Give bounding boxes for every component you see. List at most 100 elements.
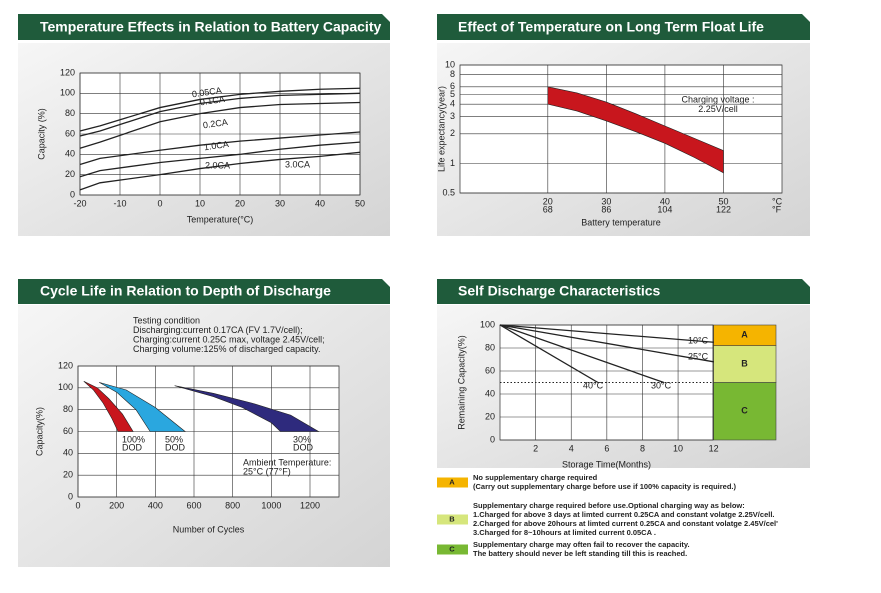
y-tick-label: 20 [63, 470, 73, 480]
x-tick-label: 30 [275, 198, 285, 208]
band [83, 381, 134, 432]
x-tick-label: 10 [195, 198, 205, 208]
note-swatch [437, 514, 468, 525]
series-label: 3.0CA [285, 159, 310, 169]
y-tick-label: 0 [490, 434, 495, 444]
x-tick-label: 50 [718, 196, 728, 206]
y-tick-label: 20 [65, 169, 75, 179]
x-tick-label: 20 [235, 198, 245, 208]
annotation: Charging:current 0.25C max, voltage 2.45… [133, 334, 325, 344]
line [499, 324, 599, 384]
y-tick-label: 2 [450, 128, 455, 138]
series-label: 0.05CA [191, 85, 222, 99]
series-label: 30% [293, 434, 311, 444]
series-label: 0.2CA [202, 117, 228, 130]
series-label: 100% [122, 434, 145, 444]
note-label: C [449, 544, 455, 553]
series-label: DOD [122, 442, 143, 452]
line [499, 324, 714, 363]
y-tick-label: 60 [65, 128, 75, 138]
x-tick-label: 50 [355, 198, 365, 208]
y-tick-label: 80 [65, 108, 75, 118]
annotation: 25°C (77°F) [243, 466, 291, 476]
note-label: B [449, 514, 455, 523]
y-tick-label: 10 [445, 59, 455, 69]
annotation: Charging voltage : [681, 94, 754, 104]
note-text: 3.Charged for 8~10hours at limited curre… [473, 528, 656, 537]
y-tick-label: 100 [60, 88, 75, 98]
line [79, 141, 361, 178]
y-tick-label: 6 [450, 81, 455, 91]
x2-tick-label: 86 [601, 204, 611, 214]
x-tick-label: 6 [604, 443, 609, 453]
series-label: 0.1CA [199, 94, 225, 107]
x-tick-label: 200 [109, 500, 124, 510]
note-text: 1.Charged for above 3 days at limted cur… [473, 510, 775, 519]
y-tick-label: 80 [63, 404, 73, 414]
x2-tick-label: 104 [657, 204, 672, 214]
note-text: No supplementary charge required [473, 473, 598, 482]
y-tick-label: 0.5 [442, 187, 455, 197]
annotation: Discharging:current 0.17CA (FV 1.7V/cell… [133, 325, 303, 335]
y-tick-label: 40 [65, 149, 75, 159]
x-axis-label: Number of Cycles [173, 524, 245, 534]
zone [712, 382, 777, 441]
note-text: (Carry out supplementary charge before u… [473, 482, 737, 491]
series-label: 10°C [688, 335, 709, 345]
x-tick-label: 1200 [300, 500, 320, 510]
x-axis-label: Temperature(°C) [187, 214, 254, 224]
x-tick-label: 0 [157, 198, 162, 208]
y-axis-label: Remaining Capacity(%) [456, 335, 466, 430]
plot-area [459, 64, 783, 194]
note-swatch [437, 544, 468, 555]
x-tick-label: 8 [640, 443, 645, 453]
line [499, 324, 665, 384]
x-tick-label: 20 [543, 196, 553, 206]
x2-tick-label: 68 [543, 204, 553, 214]
chart-title: Effect of Temperature on Long Term Float… [458, 19, 764, 35]
y-tick-label: 120 [58, 360, 73, 370]
y-tick-label: 40 [485, 388, 495, 398]
y-tick-label: 5 [450, 89, 455, 99]
banner [18, 14, 390, 40]
x-tick-label: 4 [569, 443, 574, 453]
x-tick-label: 2 [533, 443, 538, 453]
series-label: 2.0CA [205, 160, 230, 170]
x-tick-label: 10 [673, 443, 683, 453]
series-label: 30°C [651, 380, 672, 390]
note-text: The battery should never be left standin… [473, 549, 687, 558]
y-tick-label: 20 [485, 411, 495, 421]
x-tick-label: -20 [73, 198, 86, 208]
y-tick-label: 3 [450, 111, 455, 121]
y-axis-label: Capacity (%) [36, 108, 46, 160]
y-tick-label: 40 [63, 448, 73, 458]
band [547, 86, 724, 174]
line [499, 324, 714, 343]
annotation: Testing condition [133, 315, 200, 325]
banner [18, 279, 390, 304]
x-tick-label: 1000 [261, 500, 281, 510]
x-tick-label: 600 [186, 500, 201, 510]
banner [437, 279, 810, 304]
chart-title: Cycle Life in Relation to Depth of Disch… [40, 283, 331, 299]
y-tick-label: 1 [450, 158, 455, 168]
note-text: 2.Charged for above 20hours at limted cu… [473, 519, 778, 528]
x-tick-label: 40 [660, 196, 670, 206]
x-tick-label: -10 [113, 198, 126, 208]
y-tick-label: 4 [450, 99, 455, 109]
y-tick-label: 8 [450, 69, 455, 79]
x-tick-label: 0 [75, 500, 80, 510]
y-tick-label: 120 [60, 67, 75, 77]
band [99, 382, 186, 432]
note-swatch [437, 477, 468, 488]
x2-unit: °F [772, 204, 782, 214]
x-axis-label: Storage Time(Months) [562, 459, 651, 469]
series-label: 40°C [583, 380, 604, 390]
annotation: 2.25V/cell [698, 104, 738, 114]
line [79, 101, 361, 149]
annotation: Ambient Temperature: [243, 457, 331, 467]
note-text: Supplementary charge required before use… [473, 501, 745, 510]
x-tick-label: 40 [315, 198, 325, 208]
note-text: Supplementary charge may often fail to r… [473, 540, 690, 549]
line [79, 92, 361, 137]
